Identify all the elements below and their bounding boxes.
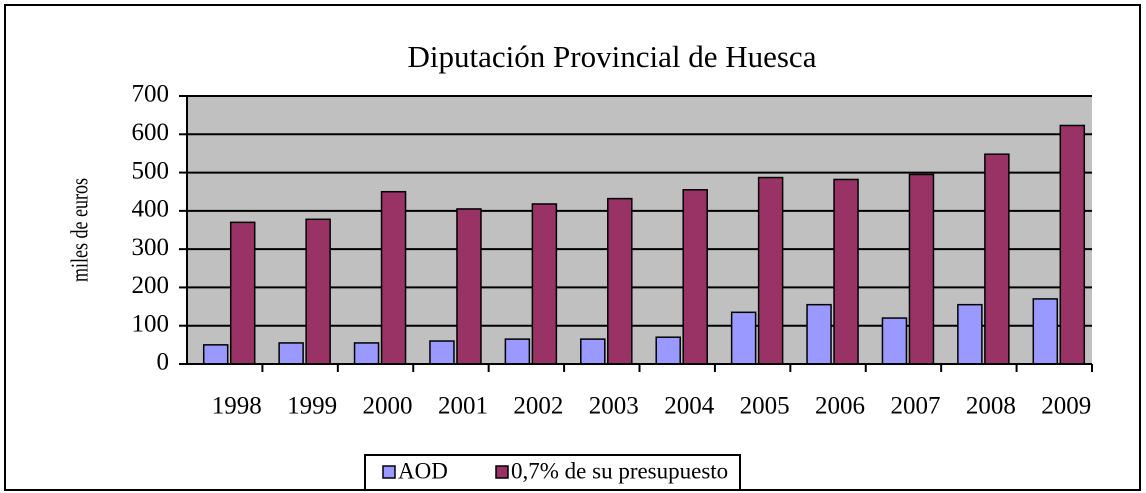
bar — [353, 342, 380, 365]
bar — [757, 176, 784, 365]
bar — [1059, 124, 1086, 365]
bar — [202, 344, 229, 365]
x-tick-label: 1998 — [212, 393, 262, 420]
y-axis-label: miles de euros — [66, 178, 93, 282]
bar — [531, 203, 558, 365]
bar — [380, 190, 407, 365]
bar — [1032, 298, 1059, 365]
x-tick-label: 2006 — [815, 393, 865, 420]
y-tick-label: 700 — [132, 81, 170, 108]
bar — [655, 336, 681, 365]
bar — [957, 303, 983, 365]
x-tick-label: 2008 — [966, 393, 1016, 420]
x-tick-label: 2002 — [513, 393, 563, 420]
bar — [682, 189, 708, 365]
legend-box — [364, 454, 741, 491]
bar — [229, 221, 256, 365]
bar — [504, 338, 531, 365]
y-tick-label: 400 — [132, 196, 170, 223]
bar — [456, 208, 482, 365]
bar — [806, 303, 832, 365]
plot-area — [187, 96, 1092, 364]
legend-swatch — [495, 465, 509, 479]
chart-title: Diputación Provincial de Huesca — [408, 39, 817, 74]
y-tick-label: 100 — [132, 310, 170, 337]
bar — [305, 218, 331, 365]
x-tick-label: 2003 — [589, 393, 639, 420]
x-tick-label: 2009 — [1041, 393, 1091, 420]
y-tick-label: 300 — [132, 234, 170, 261]
bar — [730, 311, 757, 365]
y-tick-label: 0 — [157, 349, 170, 376]
y-tick-label: 500 — [132, 157, 170, 184]
bar — [580, 338, 606, 365]
legend-label: 0,7% de su presupuesto — [511, 458, 728, 483]
bar — [833, 178, 859, 365]
y-tick-label: 200 — [132, 272, 170, 299]
x-tick-label: 2001 — [438, 393, 488, 420]
x-tick-label: 2000 — [363, 393, 413, 420]
bar — [984, 153, 1010, 365]
bar — [881, 317, 908, 365]
bar — [429, 340, 455, 365]
x-tick-label: 2005 — [740, 393, 790, 420]
x-tick-label: 1999 — [287, 393, 337, 420]
bar — [908, 173, 935, 365]
y-tick-label: 600 — [132, 119, 170, 146]
x-tick-label: 2007 — [890, 393, 940, 420]
bar — [278, 342, 304, 365]
x-tick-label: 2004 — [664, 393, 715, 420]
bar — [607, 197, 633, 365]
legend-label: AOD — [398, 458, 448, 483]
legend-swatch — [382, 465, 396, 479]
